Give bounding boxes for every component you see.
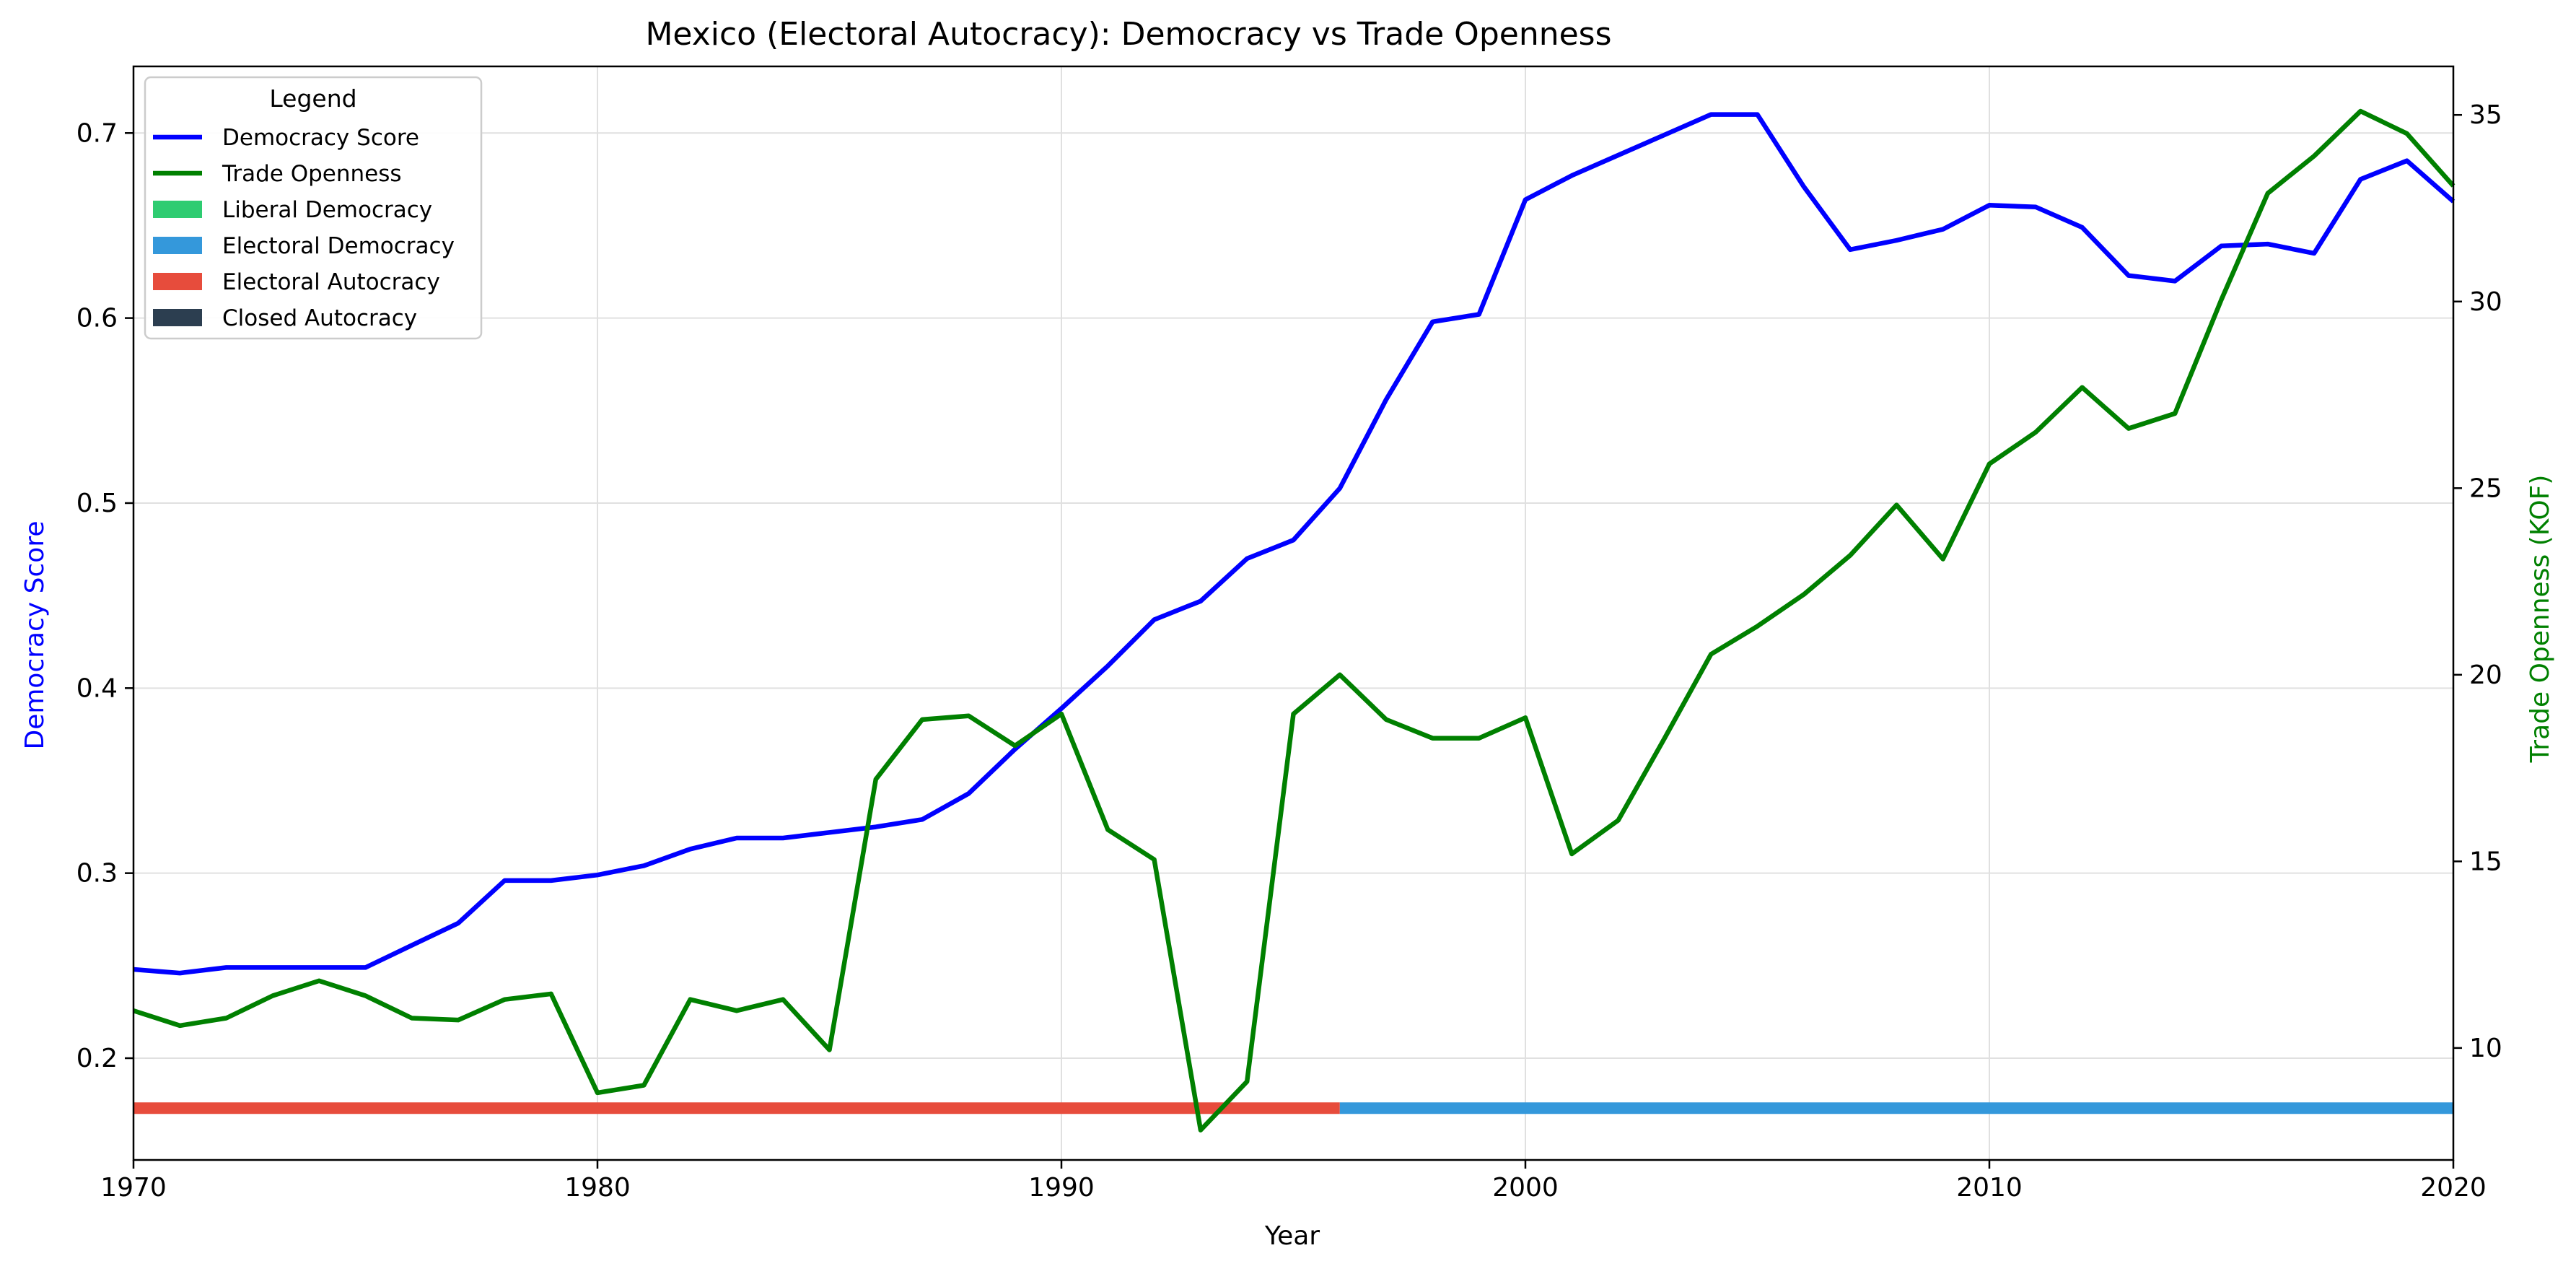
left-y-tick-label: 0.7 [76, 118, 118, 148]
legend-swatch-electoral-democracy [153, 237, 202, 254]
x-axis-ticks: 1970 1980 1990 2000 2010 2020 [100, 1160, 2487, 1203]
right-y-tick-label: 25 [2469, 474, 2502, 503]
left-y-tick-label: 0.2 [76, 1044, 118, 1073]
legend-swatch-liberal-democracy [153, 201, 202, 218]
legend-label-liberal-democracy: Liberal Democracy [222, 197, 432, 223]
left-y-tick-label: 0.4 [76, 673, 118, 703]
legend-label-electoral-democracy: Electoral Democracy [222, 233, 455, 259]
left-y-axis-label: Democracy Score [20, 521, 50, 750]
x-tick-label: 1970 [100, 1173, 167, 1203]
legend-title: Legend [269, 84, 356, 113]
left-y-axis-ticks: 0.2 0.3 0.4 0.5 0.6 0.7 [76, 118, 133, 1073]
legend-label-democracy-score: Democracy Score [222, 125, 419, 151]
legend-swatch-closed-autocracy [153, 309, 202, 326]
x-tick-label: 2010 [1956, 1173, 2023, 1203]
right-y-axis-label: Trade Openness (KOF) [2525, 475, 2555, 764]
democracy-score-line [133, 112, 2455, 976]
legend-label-closed-autocracy: Closed Autocracy [222, 305, 417, 331]
right-y-tick-label: 30 [2469, 287, 2502, 317]
legend-swatch-electoral-autocracy [153, 273, 202, 290]
legend-box [144, 76, 483, 340]
x-tick-label: 1980 [564, 1173, 631, 1203]
series-lines [133, 108, 2455, 1133]
x-tick-label: 2000 [1492, 1173, 1559, 1203]
right-y-axis-ticks: 10 15 20 25 30 35 [2453, 100, 2502, 1063]
left-y-tick-label: 0.5 [76, 489, 118, 518]
right-y-tick-label: 10 [2469, 1034, 2502, 1063]
left-y-tick-label: 0.3 [76, 859, 118, 889]
legend-label-electoral-autocracy: Electoral Autocracy [222, 269, 440, 295]
left-y-tick-label: 0.6 [76, 304, 118, 333]
legend: Legend Democracy Score Trade Openness Libe… [144, 76, 483, 340]
legend-label-trade-openness: Trade Openness [222, 161, 402, 187]
x-tick-label: 1990 [1028, 1173, 1095, 1203]
chart-title: Mexico (Electoral Autocracy): Democracy … [645, 16, 1611, 53]
trade-openness-line [133, 108, 2455, 1133]
right-y-tick-label: 20 [2469, 660, 2502, 690]
x-tick-label: 2020 [2420, 1173, 2487, 1203]
right-y-tick-label: 15 [2469, 847, 2502, 876]
plot-frame [132, 65, 2455, 1161]
grid [133, 66, 2454, 1160]
x-axis-label: Year [1264, 1221, 1320, 1251]
right-y-tick-label: 35 [2469, 100, 2502, 130]
